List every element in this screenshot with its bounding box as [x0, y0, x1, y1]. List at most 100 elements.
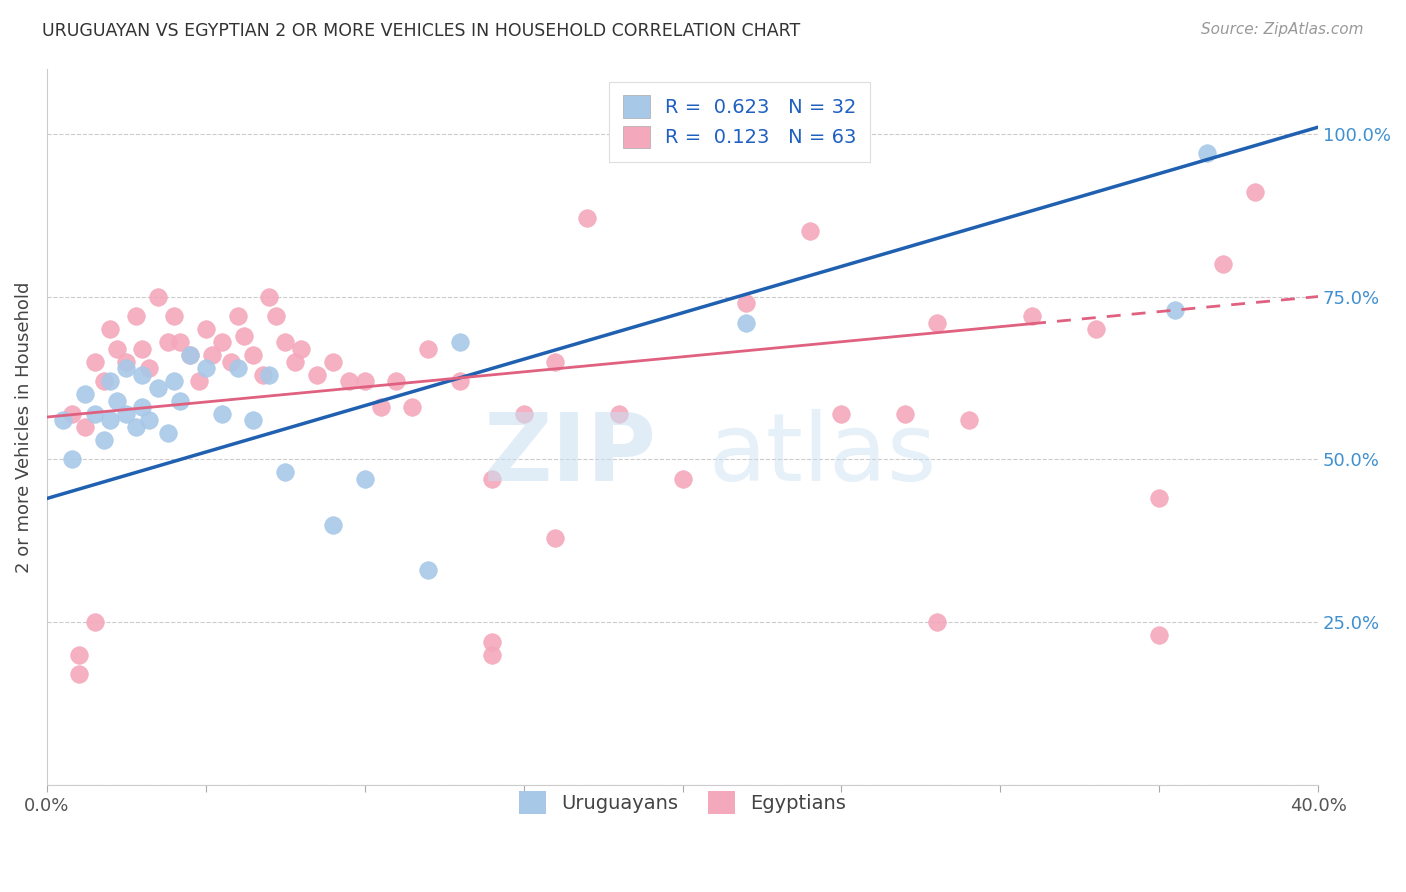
Point [100, 374, 122, 388]
Point [83, 354, 105, 368]
Point [105, 342, 128, 356]
Point [449, 335, 471, 350]
Text: ZIP: ZIP [484, 409, 657, 501]
Point [83, 615, 105, 630]
Point [274, 466, 297, 480]
Point [194, 361, 217, 376]
Point [83, 407, 105, 421]
Point [401, 401, 423, 415]
Point [131, 342, 153, 356]
Point [418, 563, 440, 577]
Point [1195, 146, 1218, 161]
Point [125, 309, 148, 323]
Point [156, 426, 179, 441]
Point [337, 374, 360, 388]
Point [179, 348, 201, 362]
Point [163, 374, 186, 388]
Point [1147, 628, 1170, 642]
Point [52, 413, 75, 427]
Point [370, 401, 392, 415]
Point [957, 413, 980, 427]
Point [353, 374, 375, 388]
Point [67, 648, 90, 662]
Point [188, 374, 211, 388]
Point [169, 393, 191, 408]
Point [105, 393, 128, 408]
Point [194, 322, 217, 336]
Point [481, 648, 503, 662]
Point [138, 361, 160, 376]
Point [93, 433, 115, 447]
Point [512, 407, 534, 421]
Point [1084, 322, 1107, 336]
Point [242, 348, 264, 362]
Point [93, 374, 115, 388]
Legend: Uruguayans, Egyptians: Uruguayans, Egyptians [508, 780, 858, 826]
Text: atlas: atlas [709, 409, 936, 501]
Point [1147, 491, 1170, 506]
Point [925, 615, 948, 630]
Point [252, 368, 274, 382]
Point [576, 211, 599, 226]
Point [73, 419, 96, 434]
Point [925, 316, 948, 330]
Point [481, 635, 503, 649]
Point [322, 517, 344, 532]
Point [60, 452, 83, 467]
Point [115, 407, 138, 421]
Point [146, 381, 169, 395]
Point [264, 309, 287, 323]
Point [735, 296, 758, 310]
Point [131, 401, 153, 415]
Point [353, 472, 375, 486]
Point [115, 361, 138, 376]
Point [131, 368, 153, 382]
Point [735, 316, 758, 330]
Point [607, 407, 630, 421]
Point [1164, 302, 1187, 317]
Point [169, 335, 191, 350]
Point [163, 309, 186, 323]
Point [219, 354, 242, 368]
Point [1021, 309, 1043, 323]
Point [100, 322, 122, 336]
Point [385, 374, 408, 388]
Point [73, 387, 96, 401]
Text: URUGUAYAN VS EGYPTIAN 2 OR MORE VEHICLES IN HOUSEHOLD CORRELATION CHART: URUGUAYAN VS EGYPTIAN 2 OR MORE VEHICLES… [42, 22, 800, 40]
Point [544, 354, 567, 368]
Point [544, 531, 567, 545]
Point [449, 374, 471, 388]
Point [242, 413, 264, 427]
Point [179, 348, 201, 362]
Point [226, 309, 249, 323]
Point [211, 407, 233, 421]
Point [799, 224, 821, 238]
Point [671, 472, 693, 486]
Point [259, 368, 281, 382]
Point [418, 342, 440, 356]
Point [290, 342, 312, 356]
Y-axis label: 2 or more Vehicles in Household: 2 or more Vehicles in Household [15, 281, 32, 573]
Point [305, 368, 328, 382]
Point [481, 472, 503, 486]
Text: Source: ZipAtlas.com: Source: ZipAtlas.com [1201, 22, 1364, 37]
Point [67, 667, 90, 681]
Point [274, 335, 297, 350]
Point [1243, 186, 1265, 200]
Point [894, 407, 917, 421]
Point [232, 328, 254, 343]
Point [125, 419, 148, 434]
Point [259, 289, 281, 303]
Point [138, 413, 160, 427]
Point [100, 413, 122, 427]
Point [146, 289, 169, 303]
Point [284, 354, 307, 368]
Point [322, 354, 344, 368]
Point [226, 361, 249, 376]
Point [60, 407, 83, 421]
Point [115, 354, 138, 368]
Point [201, 348, 224, 362]
Point [211, 335, 233, 350]
Point [830, 407, 852, 421]
Point [156, 335, 179, 350]
